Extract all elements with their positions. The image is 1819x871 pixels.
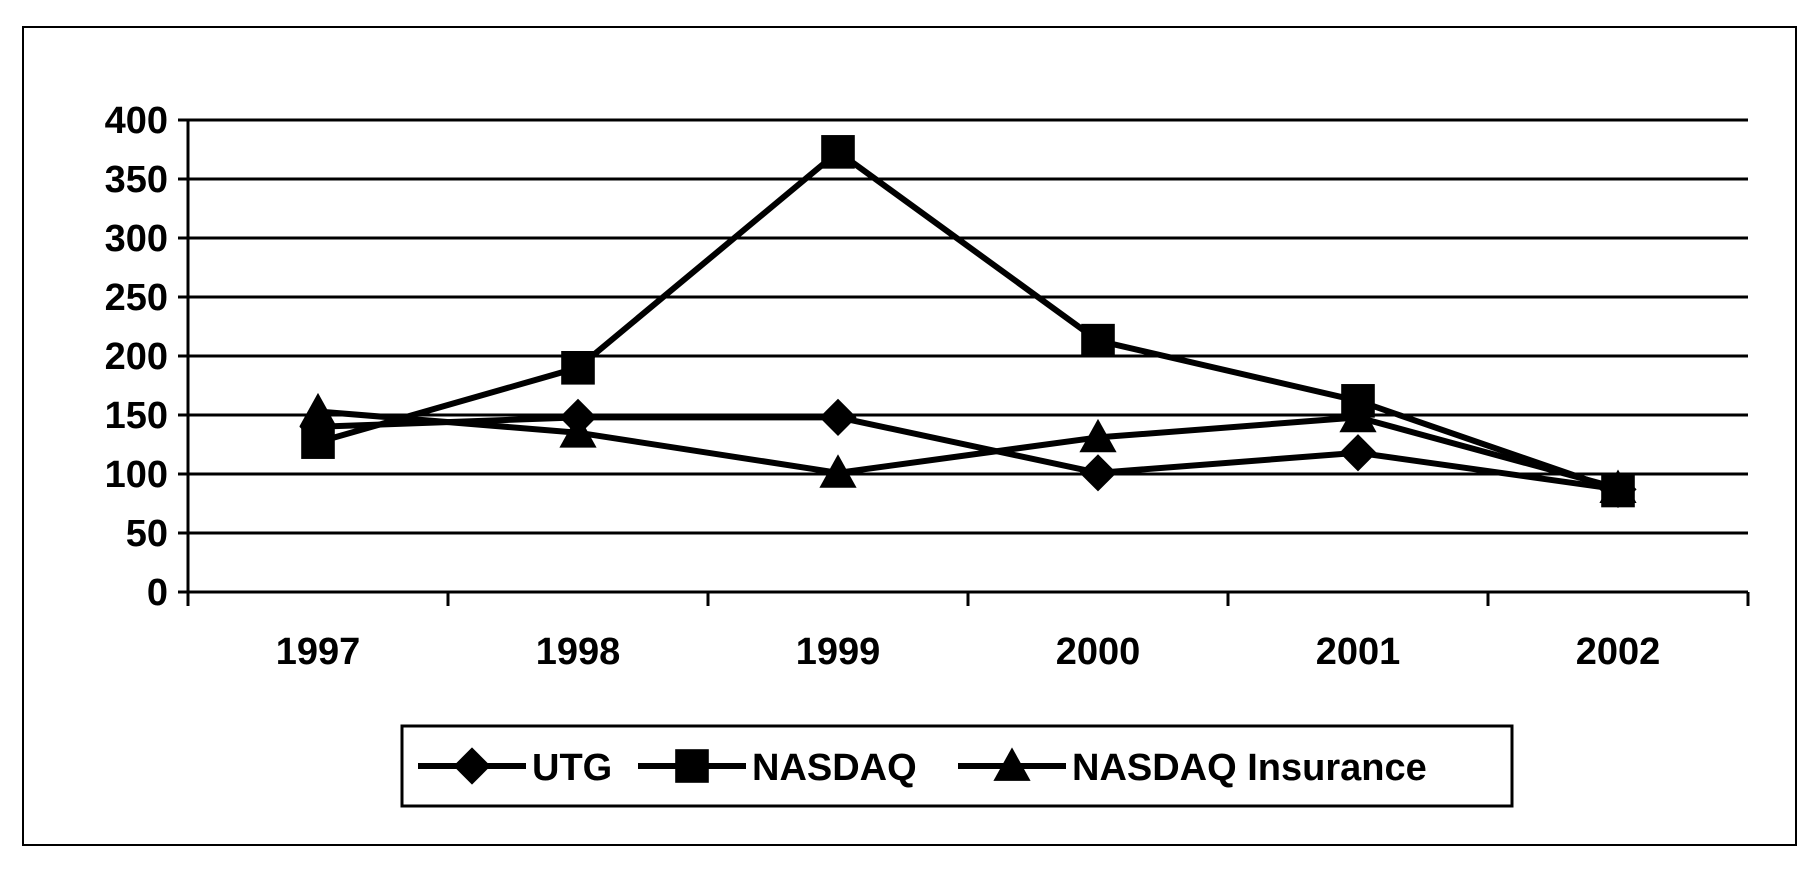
y-tick-label: 400 [105, 100, 168, 142]
data-point-nasdaq-insurance [559, 414, 597, 448]
y-tick-label: 300 [105, 218, 168, 260]
legend-label-nasdaq-insurance: NASDAQ Insurance [1072, 747, 1427, 789]
data-point-nasdaq-insurance [1079, 418, 1117, 453]
y-tick-label: 100 [105, 454, 168, 496]
y-tick-label: 50 [126, 513, 168, 555]
x-tick-label: 1997 [276, 631, 361, 673]
series-line-nasdaq-insurance [317, 408, 1619, 492]
data-point-nasdaq [1081, 323, 1115, 358]
legend-marker-nasdaq-insurance [993, 747, 1031, 781]
legend-label-nasdaq: NASDAQ [752, 747, 917, 789]
data-point-nasdaq-insurance [299, 392, 337, 427]
data-point-nasdaq [561, 351, 595, 385]
y-tick-label: 250 [105, 277, 168, 319]
legend: UTG NASDAQ NASDAQ Insurance [400, 724, 1514, 808]
series-layer [299, 135, 1637, 508]
x-tick-label: 1999 [796, 631, 881, 673]
legend-box [400, 724, 1514, 808]
y-axis-ticks: 0 50 100 150 200 250 300 350 400 [105, 100, 188, 614]
y-tick-label: 350 [105, 159, 168, 201]
legend-marker-nasdaq [675, 749, 709, 783]
x-tick-label: 2002 [1576, 631, 1661, 673]
y-tick-label: 150 [105, 395, 168, 437]
data-point-nasdaq-insurance [1339, 398, 1377, 433]
legend-marker-utg [453, 747, 491, 785]
x-tick-label: 1998 [536, 631, 621, 673]
legend-label-utg: UTG [532, 747, 612, 789]
y-tick-label: 200 [105, 336, 168, 378]
data-point-utg [1339, 434, 1377, 472]
data-point-utg [819, 398, 857, 436]
data-point-nasdaq [821, 135, 855, 169]
gridlines [188, 118, 1748, 535]
data-point-nasdaq-insurance [1599, 469, 1637, 504]
data-point-nasdaq-insurance [819, 454, 857, 488]
x-tick-label: 2000 [1056, 631, 1141, 673]
y-tick-label: 0 [147, 572, 168, 614]
x-axis-ticks: 1997 1998 1999 2000 2001 2002 [186, 592, 1750, 673]
data-point-nasdaq [301, 425, 335, 459]
data-point-utg [1079, 454, 1117, 492]
x-tick-label: 2001 [1316, 631, 1401, 673]
chart-frame [22, 26, 1797, 846]
series-line-nasdaq [317, 148, 1619, 494]
series-line-utg [317, 414, 1619, 493]
